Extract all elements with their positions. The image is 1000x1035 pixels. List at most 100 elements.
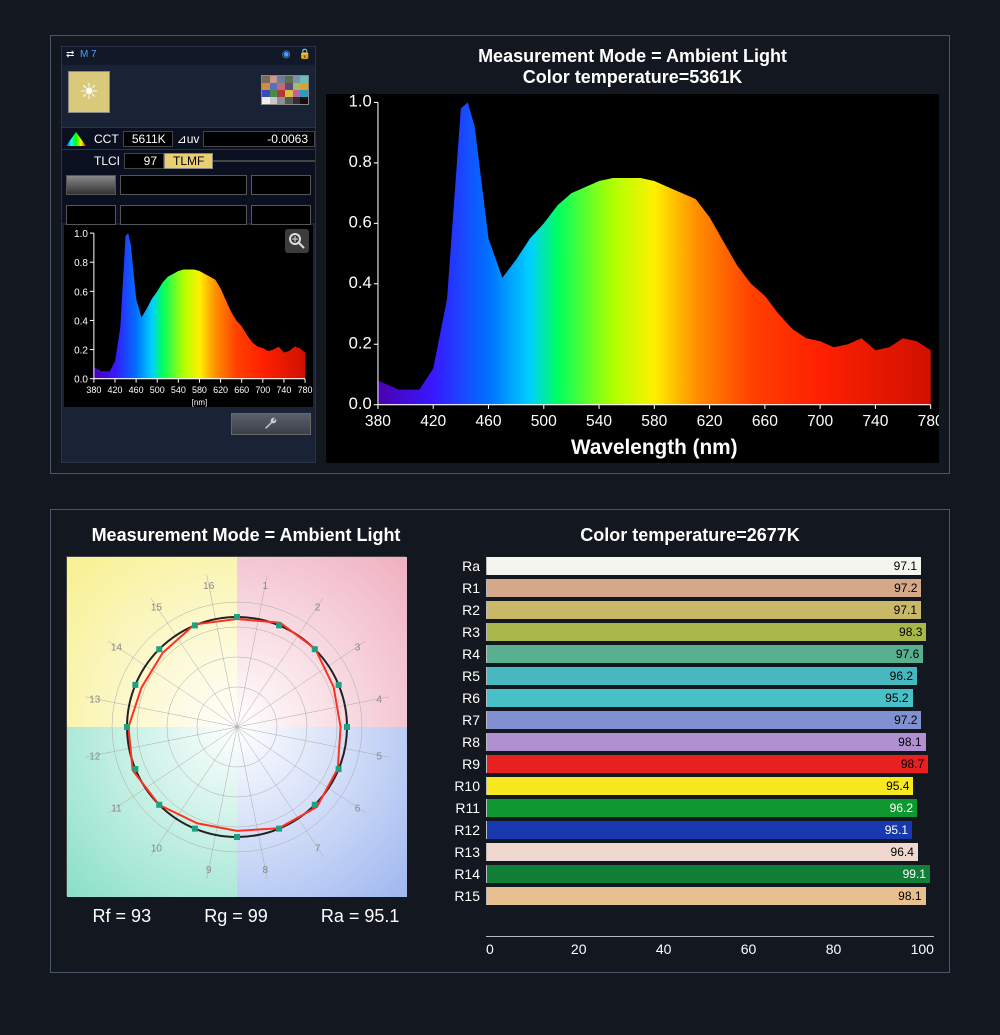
cri-x-axis: 020406080100 — [486, 936, 934, 957]
svg-text:460: 460 — [129, 385, 144, 395]
svg-text:420: 420 — [420, 413, 446, 430]
value-bar-1 — [120, 175, 247, 195]
tlci-label: TLCI — [90, 154, 124, 168]
radio-icon[interactable]: ◉ — [282, 49, 291, 63]
cri-bar-chart: Ra 97.1 R1 97.2 R2 97.1 R3 98.3 R4 — [446, 556, 934, 936]
cct-label: CCT — [90, 132, 123, 146]
spectrum-icon — [66, 132, 86, 146]
cri-row-R4: R4 97.6 — [446, 644, 934, 665]
svg-text:11: 11 — [111, 803, 122, 814]
svg-text:660: 660 — [234, 385, 249, 395]
svg-text:9: 9 — [206, 865, 212, 876]
cri-row-R1: R1 97.2 — [446, 578, 934, 599]
large-spectrum-panel: Measurement Mode = Ambient Light Color t… — [326, 46, 939, 463]
svg-text:500: 500 — [531, 413, 557, 430]
svg-text:700: 700 — [255, 385, 270, 395]
value-bar-2 — [251, 175, 311, 195]
top-measurement-frame: ⇄ M 7 ◉ 🔒 ☀ CCT 5611K ⊿uv -0.0063 — [50, 35, 950, 474]
svg-text:0.2: 0.2 — [74, 346, 88, 357]
cri-row-R11: R11 96.2 — [446, 798, 934, 819]
svg-text:4: 4 — [376, 694, 382, 705]
svg-text:1.0: 1.0 — [349, 94, 372, 111]
magnify-icon[interactable] — [285, 229, 309, 253]
svg-text:0.4: 0.4 — [74, 316, 88, 327]
spectrum-title-1: Measurement Mode = Ambient Light — [326, 46, 939, 67]
svg-text:420: 420 — [108, 385, 123, 395]
tlmf-value — [213, 160, 315, 162]
tlmf-label: TLMF — [164, 153, 213, 169]
spectrometer-device-panel: ⇄ M 7 ◉ 🔒 ☀ CCT 5611K ⊿uv -0.0063 — [61, 46, 316, 463]
wrench-icon — [263, 416, 279, 432]
svg-text:6: 6 — [355, 803, 361, 814]
usb-indicator: ⇄ M 7 — [66, 49, 97, 63]
bottom-measurement-frame: Measurement Mode = Ambient Light 12 3 4 5 6 7… — [50, 509, 950, 973]
svg-text:10: 10 — [151, 843, 163, 854]
settings-wrench-button[interactable] — [231, 413, 311, 435]
svg-text:620: 620 — [697, 413, 723, 430]
svg-text:740: 740 — [862, 413, 888, 430]
slider-row-2 — [62, 201, 315, 223]
cri-row-R10: R10 95.4 — [446, 776, 934, 797]
large-spectrum-chart: 0.00.20.40.60.81.03804204605005405806206… — [326, 94, 939, 463]
cri-row-Ra: Ra 97.1 — [446, 556, 934, 577]
cri-row-R6: R6 95.2 — [446, 688, 934, 709]
svg-text:0.8: 0.8 — [349, 152, 372, 171]
rg-value: Rg = 99 — [204, 906, 268, 927]
svg-text:14: 14 — [111, 642, 123, 653]
cri-row-R9: R9 98.7 — [446, 754, 934, 775]
svg-text:15: 15 — [151, 602, 163, 613]
bottom-title-1: Measurement Mode = Ambient Light — [66, 525, 426, 556]
svg-text:540: 540 — [171, 385, 186, 395]
svg-text:620: 620 — [213, 385, 228, 395]
cri-row-R12: R12 95.1 — [446, 820, 934, 841]
cri-row-R15: R15 98.1 — [446, 886, 934, 907]
color-wheel-chart: 12345678910111213141516 — [66, 556, 406, 896]
cri-row-R2: R2 97.1 — [446, 600, 934, 621]
lock-icon[interactable]: 🔒 — [299, 49, 311, 63]
rf-value: Rf = 93 — [93, 906, 152, 927]
duv-label: ⊿uv — [173, 132, 204, 146]
svg-text:13: 13 — [89, 694, 101, 705]
svg-text:380: 380 — [86, 385, 101, 395]
readings-panel: CCT 5611K ⊿uv -0.0063 TLCI 97 TLMF — [62, 127, 315, 171]
svg-text:0.6: 0.6 — [349, 212, 372, 231]
spectrum-title-2: Color temperature=5361K — [326, 67, 939, 88]
svg-text:Wavelength (nm): Wavelength (nm) — [571, 436, 737, 459]
svg-text:0.4: 0.4 — [349, 273, 372, 292]
svg-text:3: 3 — [355, 642, 361, 653]
ra-value: Ra = 95.1 — [321, 906, 400, 927]
cri-row-R7: R7 97.2 — [446, 710, 934, 731]
svg-text:1: 1 — [263, 580, 269, 591]
svg-text:16: 16 — [203, 580, 215, 591]
slider-row — [62, 171, 315, 201]
tlci-value: 97 — [124, 153, 164, 169]
duv-value: -0.0063 — [203, 131, 315, 147]
svg-text:5: 5 — [376, 751, 382, 762]
svg-text:780: 780 — [918, 413, 939, 430]
svg-text:580: 580 — [641, 413, 667, 430]
svg-text:7: 7 — [315, 843, 321, 854]
svg-text:740: 740 — [276, 385, 291, 395]
svg-text:[nm]: [nm] — [192, 398, 207, 407]
svg-text:580: 580 — [192, 385, 207, 395]
svg-text:780: 780 — [298, 385, 313, 395]
bottom-title-2: Color temperature=2677K — [446, 525, 934, 556]
svg-text:540: 540 — [586, 413, 612, 430]
svg-text:0.2: 0.2 — [349, 333, 372, 352]
grey-indicator[interactable] — [66, 175, 116, 195]
svg-text:660: 660 — [752, 413, 778, 430]
color-calibration-swatch[interactable] — [261, 75, 309, 105]
device-status-bar: ⇄ M 7 ◉ 🔒 — [62, 47, 315, 65]
cri-row-R3: R3 98.3 — [446, 622, 934, 643]
mini-spectrum-chart[interactable]: 0.00.20.40.60.81.03804204605005405806206… — [64, 225, 313, 407]
svg-text:0.0: 0.0 — [349, 394, 372, 413]
sun-mode-button[interactable]: ☀ — [68, 71, 110, 113]
svg-text:0.8: 0.8 — [74, 258, 88, 269]
svg-text:8: 8 — [263, 865, 269, 876]
cri-row-R8: R8 98.1 — [446, 732, 934, 753]
cri-row-R5: R5 96.2 — [446, 666, 934, 687]
cri-row-R13: R13 96.4 — [446, 842, 934, 863]
svg-text:12: 12 — [89, 751, 101, 762]
svg-text:1.0: 1.0 — [74, 229, 88, 240]
svg-text:380: 380 — [365, 413, 391, 430]
